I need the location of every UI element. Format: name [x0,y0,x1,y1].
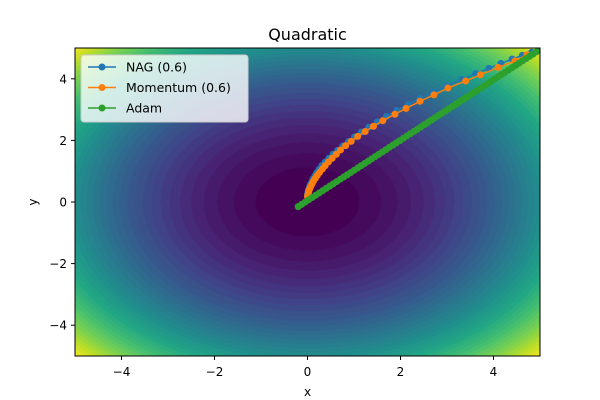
data-point [430,91,438,99]
data-point [294,203,302,211]
data-point [402,104,410,112]
x-axis-ticks: −4 −2 0 2 4 [113,356,498,379]
legend-marker-momentum [98,84,106,91]
data-point [354,132,362,140]
legend: NAG (0.6) Momentum (0.6) Adam [80,54,249,123]
legend-marker-adam [98,104,106,112]
x-tick-label: −2 [206,365,224,379]
x-tick-label: −4 [113,365,131,379]
data-point [444,84,452,92]
legend-marker-nag [98,63,106,71]
legend-label-momentum: Momentum (0.6) [126,80,231,95]
data-point [391,110,399,118]
data-point [370,122,378,130]
y-tick-label: 0 [59,196,67,210]
data-point [379,117,387,125]
x-tick-label: 4 [490,365,498,379]
y-tick-label: 2 [59,134,67,148]
y-tick-label: 4 [59,72,67,86]
chart-title: Quadratic [268,25,347,44]
series-adam [294,48,540,211]
data-point [337,146,345,154]
x-tick-label: 2 [397,365,405,379]
data-point [476,71,484,79]
data-point [462,77,470,85]
series-layer [294,48,540,211]
legend-box [80,54,249,123]
data-point [494,63,502,71]
data-point [342,142,350,150]
data-point [347,137,355,145]
y-axis-label: y [26,198,40,205]
y-axis-ticks: −4 −2 0 2 4 [49,72,75,333]
legend-label-nag: NAG (0.6) [126,60,187,75]
x-axis-label: x [304,385,311,399]
data-point [361,127,369,135]
y-tick-label: −4 [49,319,67,333]
legend-label-adam: Adam [126,101,162,116]
data-point [416,97,424,105]
x-tick-label: 0 [304,365,312,379]
y-tick-label: −2 [49,257,67,271]
